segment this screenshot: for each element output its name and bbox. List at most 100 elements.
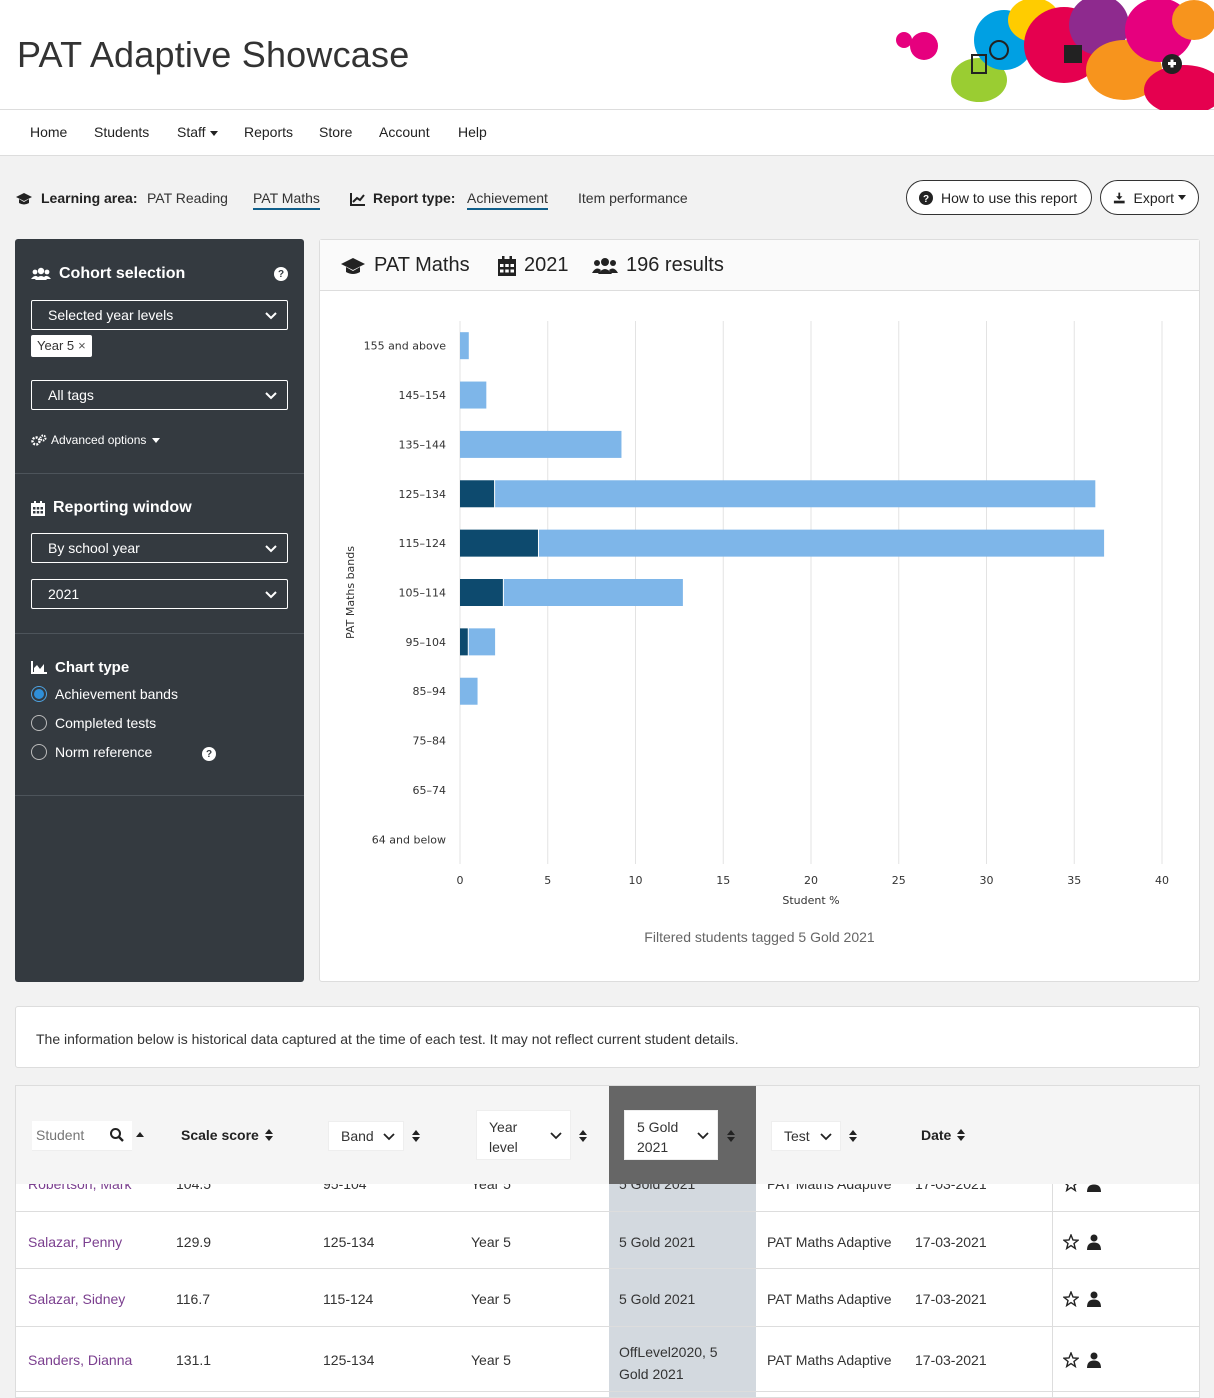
caret-down-icon bbox=[1178, 195, 1186, 200]
y-tick-label: 95–104 bbox=[406, 636, 447, 649]
year-tag-chip: Year 5 × bbox=[31, 335, 92, 357]
norm-reference-help-icon[interactable]: ? bbox=[202, 747, 216, 761]
sort-asc-icon[interactable] bbox=[135, 1130, 145, 1138]
tag-cell-line-2: Gold 2021 bbox=[619, 1366, 684, 1382]
achievement-bands-chart: 0 5 10 15 20 25 30 35 40 155 and above 145–154 135–… bbox=[344, 321, 1169, 907]
report-type-label: Report type: bbox=[373, 190, 456, 206]
how-to-use-button[interactable]: ? How to use this report bbox=[906, 180, 1092, 215]
nav-store[interactable]: Store bbox=[319, 124, 353, 140]
nav-help[interactable]: Help bbox=[458, 124, 487, 140]
tag-filter-label-2: 2021 bbox=[637, 1139, 669, 1155]
advanced-options-toggle[interactable]: Advanced options bbox=[31, 433, 161, 447]
user-icon[interactable] bbox=[1087, 1291, 1101, 1307]
users-icon bbox=[592, 257, 618, 274]
y-tick-label: 135–144 bbox=[399, 438, 447, 451]
nav-students[interactable]: Students bbox=[94, 124, 150, 140]
user-icon[interactable] bbox=[1087, 1352, 1101, 1368]
report-type-achievement[interactable]: Achievement bbox=[467, 190, 548, 210]
export-button[interactable]: Export bbox=[1100, 180, 1199, 215]
sort-icon[interactable] bbox=[727, 1130, 735, 1142]
col-date[interactable]: Date bbox=[921, 1127, 966, 1143]
nav-reports[interactable]: Reports bbox=[244, 124, 294, 140]
test-filter-select[interactable]: Test bbox=[771, 1121, 841, 1151]
test-filter-label: Test bbox=[784, 1128, 810, 1144]
bar-segment bbox=[460, 628, 468, 656]
sort-icon[interactable] bbox=[412, 1130, 420, 1142]
school-year-select[interactable]: 2021 bbox=[31, 579, 288, 609]
bar-segment bbox=[460, 529, 538, 557]
star-icon[interactable] bbox=[1063, 1234, 1079, 1250]
student-name-link[interactable]: Salazar, Sidney bbox=[28, 1291, 126, 1307]
table-row: Salazar, Sidney 116.7 115-124 Year 5 5 G… bbox=[16, 1268, 1199, 1326]
year-level-filter-select[interactable]: Year level bbox=[476, 1110, 571, 1160]
x-tick-label: 0 bbox=[457, 874, 464, 887]
nav-home[interactable]: Home bbox=[30, 124, 68, 140]
y-tick-label: 105–114 bbox=[399, 587, 447, 600]
x-axis-label: Student % bbox=[782, 894, 839, 907]
chart-type-section: Chart type Achievement bands Completed t… bbox=[15, 634, 304, 796]
student-search-field[interactable] bbox=[32, 1121, 132, 1151]
sort-icon[interactable] bbox=[849, 1130, 857, 1142]
student-name-link[interactable]: Sanders, Dianna bbox=[28, 1352, 133, 1368]
learning-area-pat-reading[interactable]: PAT Reading bbox=[147, 190, 228, 206]
year-levels-value: Selected year levels bbox=[48, 307, 174, 323]
student-search-input[interactable] bbox=[32, 1121, 102, 1149]
student-name-link[interactable]: Salazar, Penny bbox=[28, 1234, 123, 1250]
radio-indicator bbox=[31, 715, 47, 731]
window-type-value: By school year bbox=[48, 540, 140, 556]
sort-icon bbox=[957, 1129, 966, 1141]
search-icon[interactable] bbox=[110, 1128, 124, 1142]
chart-header: PAT Maths 2021 196 results bbox=[320, 240, 1199, 291]
user-icon[interactable] bbox=[1087, 1234, 1101, 1250]
tags-select[interactable]: All tags bbox=[31, 380, 288, 410]
x-tick-label: 5 bbox=[544, 874, 551, 887]
x-tick-label: 20 bbox=[804, 874, 818, 887]
tag-filter-select[interactable]: 5 Gold 2021 bbox=[624, 1110, 718, 1160]
x-tick-label: 25 bbox=[892, 874, 906, 887]
report-type-item-performance[interactable]: Item performance bbox=[578, 190, 688, 206]
radio-achievement-bands[interactable]: Achievement bands bbox=[31, 686, 178, 702]
y-tick-label: 75–84 bbox=[413, 735, 447, 748]
cohort-help-icon[interactable]: ? bbox=[274, 267, 288, 281]
sort-icon[interactable] bbox=[579, 1130, 587, 1142]
x-tick-label: 40 bbox=[1155, 874, 1169, 887]
reporting-window-heading: Reporting window bbox=[31, 499, 192, 517]
radio-norm-reference-label: Norm reference bbox=[55, 744, 153, 760]
date-cell: 17-03-2021 bbox=[915, 1352, 987, 1368]
svg-text:?: ? bbox=[923, 194, 929, 205]
year-levels-select[interactable]: Selected year levels bbox=[31, 300, 288, 330]
tag-cell: 5 Gold 2021 bbox=[619, 1291, 696, 1307]
y-tick-label: 125–134 bbox=[399, 488, 447, 501]
report-sidebar: Cohort selection ? Selected year levels … bbox=[15, 239, 304, 982]
col-scale-score[interactable]: Scale score bbox=[181, 1127, 273, 1143]
sort-icon bbox=[264, 1129, 273, 1141]
bar-segment bbox=[460, 677, 478, 705]
area-chart-icon bbox=[31, 661, 47, 674]
radio-selected-indicator bbox=[31, 686, 47, 702]
cohort-selection-section: Cohort selection ? Selected year levels … bbox=[15, 239, 304, 474]
row-actions bbox=[1063, 1291, 1101, 1307]
star-icon[interactable] bbox=[1063, 1291, 1079, 1307]
radio-norm-reference[interactable]: Norm reference bbox=[31, 744, 152, 760]
window-type-select[interactable]: By school year bbox=[31, 533, 288, 563]
y-tick-label: 115–124 bbox=[399, 537, 447, 550]
download-icon bbox=[1113, 192, 1125, 203]
table-row bbox=[16, 1391, 1199, 1397]
brand-artwork bbox=[896, 0, 1214, 110]
bar-segment bbox=[460, 480, 495, 508]
learning-area-pat-maths[interactable]: PAT Maths bbox=[253, 190, 320, 210]
calendar-icon bbox=[31, 500, 45, 516]
year-tag-label: Year 5 bbox=[37, 338, 75, 353]
nav-staff[interactable]: Staff bbox=[177, 124, 218, 140]
star-icon[interactable] bbox=[1063, 1352, 1079, 1368]
radio-achievement-bands-label: Achievement bands bbox=[55, 686, 178, 702]
learning-area-label: Learning area: bbox=[41, 190, 138, 206]
scale-score-cell: 129.9 bbox=[176, 1234, 212, 1250]
radio-completed-tests[interactable]: Completed tests bbox=[31, 715, 156, 731]
remove-tag-icon[interactable]: × bbox=[78, 338, 86, 353]
chart-test-name: PAT Maths bbox=[340, 254, 470, 277]
table-row: Sanders, Dianna 131.1 125-134 Year 5 Off… bbox=[16, 1326, 1199, 1391]
bar-segment bbox=[503, 579, 683, 606]
band-filter-select[interactable]: Band bbox=[328, 1121, 404, 1151]
nav-account[interactable]: Account bbox=[379, 124, 430, 140]
